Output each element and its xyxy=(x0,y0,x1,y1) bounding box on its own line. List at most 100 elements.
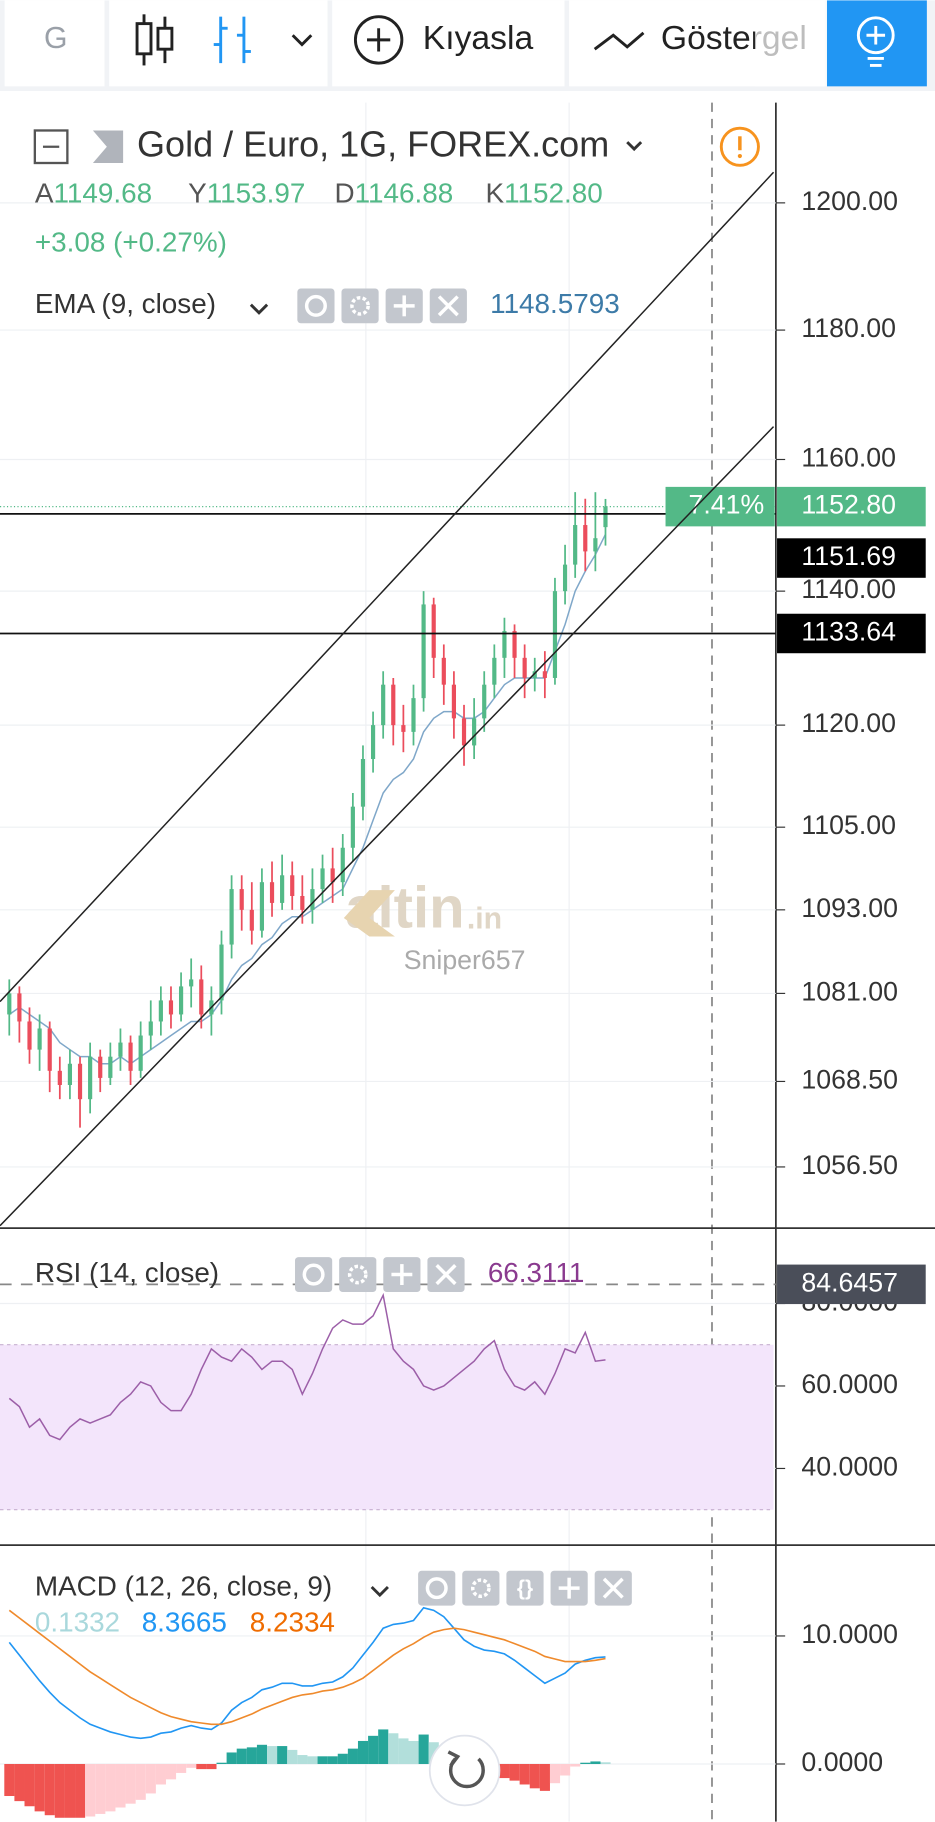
candle-body xyxy=(461,718,467,746)
candle-body xyxy=(401,725,406,732)
candle-body xyxy=(603,506,608,528)
histogram-bar xyxy=(206,1763,217,1770)
histogram-bar xyxy=(236,1748,247,1764)
plot-layer: 1056.50 1068.50 1081.00 1093.00 1105.00 1120.… xyxy=(0,186,926,1818)
histogram-bar xyxy=(337,1753,348,1764)
histogram-bar xyxy=(135,1763,146,1800)
candle-body xyxy=(360,758,366,807)
symbol-button[interactable] xyxy=(4,0,105,87)
legend-button[interactable] xyxy=(295,1257,333,1292)
ema-title[interactable]: EMA (9, close) xyxy=(35,288,216,319)
histogram-bar xyxy=(64,1763,76,1818)
close-icon xyxy=(435,1264,457,1286)
y-tick-label: 1140.00 xyxy=(801,574,896,604)
ohlc-value: 1149.68 xyxy=(53,178,152,209)
candle-body xyxy=(391,684,396,726)
candle-body xyxy=(77,1063,83,1100)
reset-button[interactable] xyxy=(428,1734,501,1807)
histogram-bar xyxy=(307,1756,318,1764)
histogram-bar xyxy=(600,1762,611,1764)
rsi-line xyxy=(8,1292,606,1441)
reference-label-bg xyxy=(777,1264,926,1305)
collapse-icon[interactable] xyxy=(33,129,69,165)
histogram-bar xyxy=(75,1763,86,1818)
chevron-icon xyxy=(370,1585,389,1598)
gear-icon xyxy=(350,295,370,316)
candle-body xyxy=(98,1056,103,1078)
candle-body xyxy=(168,1000,174,1015)
symbol-text: G xyxy=(44,22,67,55)
y-tick-label: 0.0000 xyxy=(801,1747,883,1777)
candle-body xyxy=(148,1021,153,1036)
candle-body xyxy=(340,847,345,883)
legend-button[interactable] xyxy=(339,1257,377,1292)
ohlc-letter: A xyxy=(35,178,54,209)
last-price-label-bg xyxy=(777,486,926,527)
candle-body xyxy=(158,1000,163,1022)
y-tick-label: 1105.00 xyxy=(801,810,896,840)
candle-body xyxy=(27,1021,32,1050)
candle-body xyxy=(441,657,446,685)
histogram-bar xyxy=(85,1763,96,1817)
histogram-bar xyxy=(560,1763,571,1776)
candle-body xyxy=(178,986,184,1015)
histogram-bar xyxy=(590,1761,601,1764)
candle-body xyxy=(502,631,507,658)
ema-value: 1148.5793 xyxy=(490,288,620,319)
histogram-bar xyxy=(216,1762,227,1764)
rsi-title[interactable]: RSI (14, close) xyxy=(35,1257,219,1288)
indicator-icon xyxy=(593,31,645,51)
histogram-bar xyxy=(418,1734,429,1764)
candle-body xyxy=(350,806,355,848)
histogram-bar xyxy=(4,1763,15,1797)
candle-body xyxy=(472,718,477,746)
symbol-title[interactable]: Gold / Euro, 1G, FOREX.com xyxy=(137,123,609,164)
last-price-label: 1152.80 xyxy=(801,490,896,520)
chevron-icon xyxy=(249,303,269,315)
histogram-bar xyxy=(14,1763,25,1802)
alert-icon[interactable] xyxy=(719,126,760,167)
candle-body xyxy=(57,1070,62,1085)
histogram-bar xyxy=(570,1763,581,1767)
legend-button[interactable] xyxy=(506,1570,544,1606)
candle-body xyxy=(290,875,295,896)
watermark-suffix: .in xyxy=(467,902,502,935)
price-line-label: 1133.64 xyxy=(801,617,896,647)
macd-line xyxy=(8,1606,606,1740)
candle-body xyxy=(88,1056,93,1100)
candle-body xyxy=(492,657,497,685)
author: Sniper657 xyxy=(404,945,526,975)
histogram-bar xyxy=(357,1740,369,1764)
histogram-bar xyxy=(398,1738,409,1764)
legend-button[interactable] xyxy=(418,1570,456,1606)
candle-body xyxy=(219,944,224,1001)
ohlc-letter: Y xyxy=(188,178,207,209)
histogram-value: 0.1332 xyxy=(35,1607,120,1638)
y-tick-label: 60.0000 xyxy=(801,1369,898,1399)
chevron-icon xyxy=(626,141,643,152)
candle-body xyxy=(239,889,244,910)
histogram-bar xyxy=(549,1763,561,1784)
legend-button[interactable] xyxy=(341,288,379,324)
candle-body xyxy=(300,895,305,910)
legend-button[interactable] xyxy=(297,288,335,324)
candle-body xyxy=(381,684,386,726)
candle-body xyxy=(542,671,547,678)
legend-button[interactable] xyxy=(462,1570,500,1606)
histogram-bar xyxy=(277,1746,288,1764)
macd-title[interactable]: MACD (12, 26, close, 9) xyxy=(35,1571,332,1602)
vertical-grid xyxy=(365,102,570,1822)
candle-body xyxy=(421,604,426,699)
candle-body xyxy=(411,698,416,732)
ohlc-value: 1153.97 xyxy=(207,178,306,209)
compare-button[interactable] xyxy=(332,0,565,87)
histogram-bar xyxy=(95,1763,106,1814)
gear-icon xyxy=(347,1264,368,1285)
histogram-bar xyxy=(165,1763,177,1780)
histogram-bar xyxy=(145,1763,156,1794)
histogram-bar xyxy=(519,1763,530,1785)
candle-body xyxy=(138,1035,143,1071)
candle-body xyxy=(189,979,194,987)
candle-body xyxy=(593,538,598,552)
